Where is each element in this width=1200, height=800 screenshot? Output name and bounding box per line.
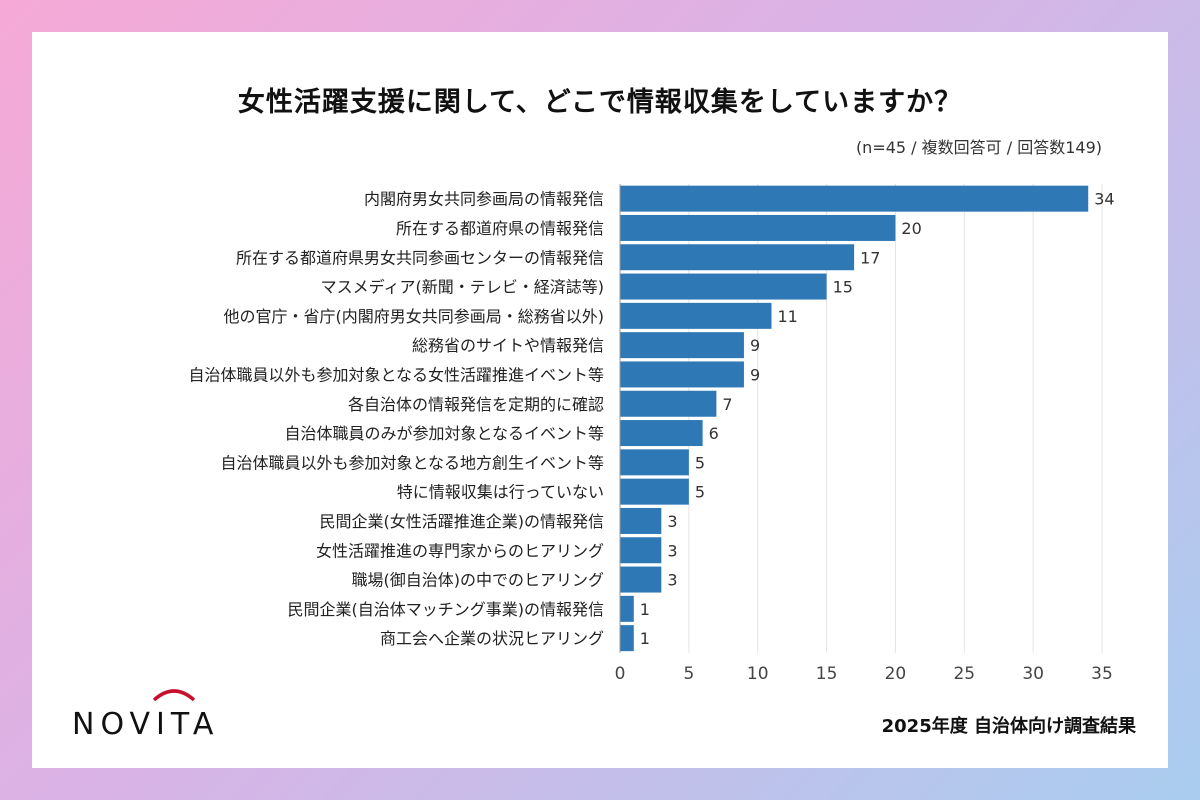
data-label: 9: [750, 336, 760, 355]
bar: [620, 625, 634, 652]
bar: [620, 332, 744, 359]
data-label: 11: [777, 307, 797, 326]
category-label: 自治体職員以外も参加対象となる地方創生イベント等: [220, 453, 604, 472]
bar: [620, 361, 744, 388]
survey-footer: 2025年度 自治体向け調査結果: [881, 716, 1136, 737]
x-tick-label: 15: [816, 664, 838, 684]
category-label: 他の官庁・省庁(内閣府男女共同参画局・総務省以外): [224, 307, 605, 326]
data-label: 5: [695, 453, 705, 472]
data-label: 9: [750, 365, 760, 384]
bar: [620, 244, 855, 271]
data-label: 3: [667, 571, 677, 590]
category-label: 職場(御自治体)の中でのヒアリング: [352, 571, 605, 590]
category-label: 商工会へ企業の状況ヒアリング: [380, 629, 604, 648]
bar: [620, 595, 634, 622]
category-label: 自治体職員のみが参加対象となるイベント等: [284, 424, 604, 443]
category-label: 民間企業(女性活躍推進企業)の情報発信: [320, 512, 605, 531]
data-label: 1: [640, 629, 650, 648]
data-label: 34: [1094, 190, 1114, 209]
category-label: 自治体職員以外も参加対象となる女性活躍推進イベント等: [188, 365, 604, 384]
category-label: 各自治体の情報発信を定期的に確認: [348, 395, 604, 414]
bar: [620, 390, 717, 417]
bar: [620, 185, 1089, 212]
bar: [620, 449, 689, 476]
bar: [620, 566, 662, 593]
card: [32, 32, 1168, 768]
x-tick-label: 0: [615, 664, 626, 684]
svg-text:NOVITA: NOVITA: [72, 707, 219, 740]
bar: [620, 302, 772, 329]
bar: [620, 420, 703, 447]
data-label: 1: [640, 600, 650, 619]
bar: [620, 507, 662, 534]
x-tick-label: 20: [885, 664, 907, 684]
category-label: 所在する都道府県男女共同参画センターの情報発信: [236, 248, 604, 267]
sample-note: (n=45 / 複数回答可 / 回答数149): [855, 138, 1102, 157]
data-label: 15: [833, 278, 853, 297]
data-label: 3: [667, 541, 677, 560]
category-label: 所在する都道府県の情報発信: [396, 219, 604, 238]
novita-logo: NOVITA: [70, 684, 230, 744]
category-label: 特に情報収集は行っていない: [397, 483, 604, 502]
data-label: 20: [901, 219, 921, 238]
bar: [620, 478, 689, 505]
data-label: 17: [860, 248, 880, 267]
category-label: 総務省のサイトや情報発信: [412, 336, 604, 355]
x-tick-label: 5: [683, 664, 694, 684]
chart-title: 女性活躍支援に関して、どこで情報収集をしていますか？: [237, 87, 963, 118]
x-tick-label: 25: [953, 664, 975, 684]
category-label: 内閣府男女共同参画局の情報発信: [364, 190, 604, 209]
x-tick-label: 10: [747, 664, 769, 684]
logo-arc-icon: [152, 689, 196, 702]
category-label: 民間企業(自治体マッチング事業)の情報発信: [288, 600, 605, 619]
category-label: マスメディア(新聞・テレビ・経済誌等): [321, 278, 604, 297]
x-tick-label: 30: [1022, 664, 1044, 684]
bar: [620, 537, 662, 564]
data-label: 5: [695, 483, 705, 502]
data-label: 7: [722, 395, 732, 414]
bar: [620, 214, 896, 241]
data-label: 6: [709, 424, 719, 443]
data-label: 3: [667, 512, 677, 531]
bar: [620, 273, 827, 300]
category-label: 女性活躍推進の専門家からのヒアリング: [316, 541, 604, 560]
x-tick-label: 35: [1091, 664, 1113, 684]
